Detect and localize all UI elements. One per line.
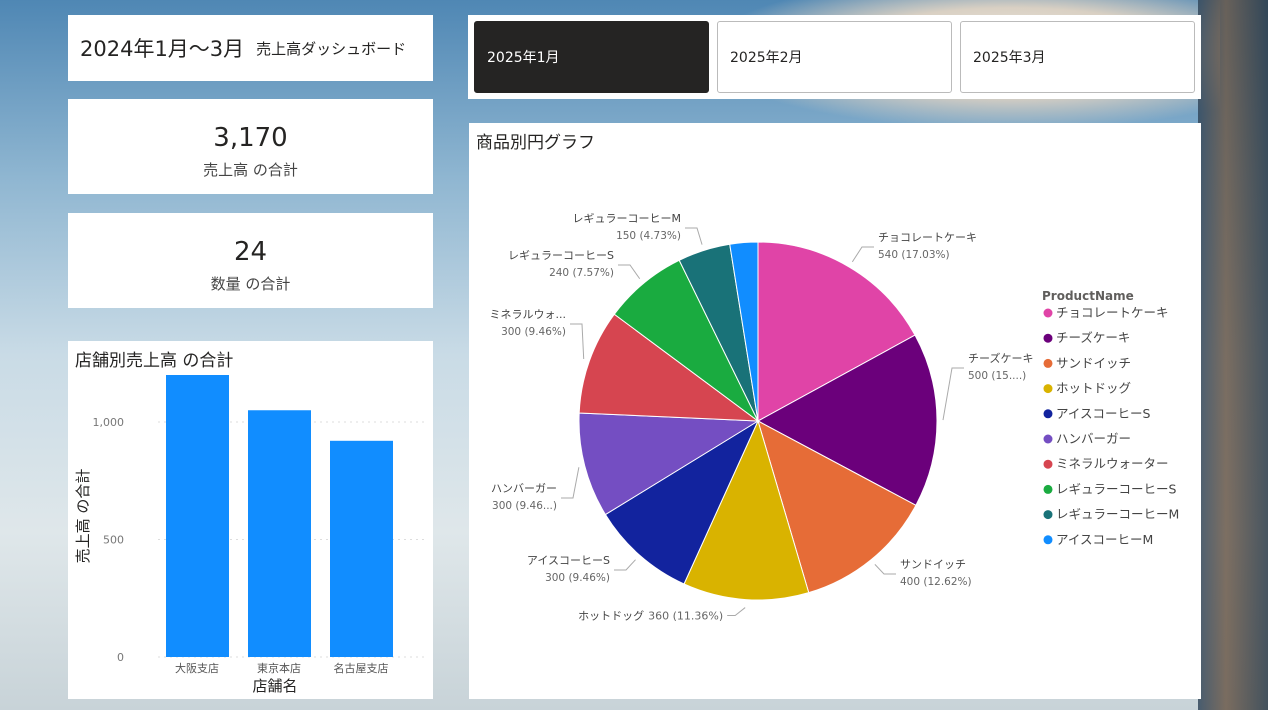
leader-line xyxy=(727,607,746,617)
legend-title: ProductName xyxy=(1042,289,1134,303)
slice-name: アイスコーヒーS xyxy=(527,554,610,567)
slice-label: ホットドッグ 360 (11.36%) xyxy=(578,609,723,623)
dashboard-subtitle: 売上高ダッシュボード xyxy=(256,39,407,58)
product-pie-chart: 商品別円グラフ ProductName チョコレートケーキ 540 (17.03%… xyxy=(469,123,1201,699)
legend-item[interactable]: レギュラーコーヒーM xyxy=(1056,507,1179,522)
y-axis-label: 売上高 の合計 xyxy=(74,469,92,564)
slice-detail: 300 (9.46...) xyxy=(492,500,557,512)
pie-chart-svg: ProductName チョコレートケーキ 540 (17.03%) チョコレートケ… xyxy=(490,212,1180,623)
slice-detail: 540 (17.03%) xyxy=(878,249,950,261)
leader-line xyxy=(561,467,580,499)
legend-item[interactable]: アイスコーヒーM xyxy=(1056,532,1153,547)
legend-item[interactable]: ミネラルウォーター xyxy=(1056,456,1169,471)
leader-line xyxy=(851,246,874,263)
slice-detail: 360 (11.36%) xyxy=(648,610,723,623)
y-tick-label: 500 xyxy=(103,534,124,547)
slice-name: レギュラーコーヒーM xyxy=(573,212,682,225)
legend-item[interactable]: チーズケーキ xyxy=(1056,330,1130,345)
month-slicer: 2025年1月 2025年2月 2025年3月 xyxy=(468,15,1201,99)
x-tick-label: 東京本店 xyxy=(257,661,301,675)
slice-name: サンドイッチ xyxy=(900,558,966,571)
leader-line xyxy=(614,559,636,571)
slice-name: ホットドッグ xyxy=(578,609,644,623)
leader-line xyxy=(618,264,641,280)
legend-item[interactable]: アイスコーヒーS xyxy=(1056,406,1151,421)
pie-slice[interactable] xyxy=(757,241,916,422)
legend-item[interactable]: ハンバーガー xyxy=(1056,431,1131,446)
slice-detail: 300 (9.46%) xyxy=(545,572,610,584)
kpi-value: 3,170 xyxy=(213,123,288,153)
pie-slice[interactable] xyxy=(604,419,760,585)
pie-slice[interactable] xyxy=(578,313,760,422)
slice-detail: 300 (9.46%) xyxy=(501,326,566,338)
legend-item[interactable]: チョコレートケーキ xyxy=(1056,305,1169,320)
pie-slice[interactable] xyxy=(683,419,810,601)
x-tick-label: 名古屋支店 xyxy=(334,661,389,675)
slicer-option-feb[interactable]: 2025年2月 xyxy=(717,21,952,93)
x-axis-label: 店舗名 xyxy=(252,677,297,695)
y-tick-label: 0 xyxy=(117,651,124,664)
kpi-card-quantity: 24 数量 の合計 xyxy=(68,213,433,308)
slicer-option-jan[interactable]: 2025年1月 xyxy=(474,21,709,93)
legend-marker xyxy=(1043,535,1053,545)
leader-line xyxy=(685,227,703,245)
y-tick-label: 1,000 xyxy=(93,416,125,429)
legend-item[interactable]: レギュラーコーヒーS xyxy=(1056,481,1177,496)
leader-line xyxy=(942,367,964,421)
slicer-option-mar[interactable]: 2025年3月 xyxy=(960,21,1195,93)
legend-item[interactable]: サンドイッチ xyxy=(1056,355,1131,370)
chart-title: 商品別円グラフ xyxy=(476,133,595,153)
legend-marker xyxy=(1043,484,1053,494)
legend-marker xyxy=(1043,459,1053,469)
slice-name: チョコレートケーキ xyxy=(878,231,977,244)
kpi-label: 売上高 の合計 xyxy=(203,161,298,179)
legend-marker xyxy=(1043,308,1053,318)
bar[interactable] xyxy=(330,440,393,657)
x-tick-label: 大阪支店 xyxy=(175,661,219,675)
pie-slice[interactable] xyxy=(578,412,760,516)
slice-detail: 500 (15....) xyxy=(968,370,1026,382)
slice-name: ミネラルウォ... xyxy=(490,308,567,321)
bar[interactable] xyxy=(166,375,229,657)
pie-slice[interactable] xyxy=(729,241,759,422)
slice-detail: 240 (7.57%) xyxy=(549,267,614,279)
bar[interactable] xyxy=(248,410,311,657)
legend-marker xyxy=(1043,434,1053,444)
kpi-label: 数量 の合計 xyxy=(210,275,291,293)
slice-detail: 400 (12.62%) xyxy=(900,576,972,588)
store-sales-bar-chart: 店舗別売上高 の合計 売上高 の合計 店舗名 0 500 1,000 大阪支店 東京本店… xyxy=(68,341,433,699)
kpi-card-sales: 3,170 売上高 の合計 xyxy=(68,99,433,194)
slice-name: レギュラーコーヒーS xyxy=(508,249,614,262)
legend-marker xyxy=(1043,333,1053,343)
leader-line xyxy=(570,323,585,359)
slice-name: チーズケーキ xyxy=(968,351,1033,365)
chart-title: 店舗別売上高 の合計 xyxy=(75,351,234,371)
legend-marker xyxy=(1043,409,1053,419)
leader-line xyxy=(874,564,896,575)
pie-slice[interactable] xyxy=(757,419,917,594)
background-tree xyxy=(1198,0,1268,710)
slice-name: ハンバーガー xyxy=(491,482,557,495)
slice-detail: 150 (4.73%) xyxy=(616,230,681,242)
legend-marker xyxy=(1043,384,1053,394)
legend-marker xyxy=(1043,358,1053,368)
legend-item[interactable]: ホットドッグ xyxy=(1056,381,1131,396)
dashboard-title-card: 2024年1月〜3月 売上高ダッシュボード xyxy=(68,15,433,81)
legend-marker xyxy=(1043,510,1053,520)
pie-slice[interactable] xyxy=(756,334,938,507)
dashboard-title: 2024年1月〜3月 xyxy=(80,37,245,61)
bar-chart-svg: 売上高 の合計 店舗名 0 500 1,000 大阪支店 東京本店 名古屋支店 xyxy=(74,375,426,695)
kpi-value: 24 xyxy=(233,237,268,267)
